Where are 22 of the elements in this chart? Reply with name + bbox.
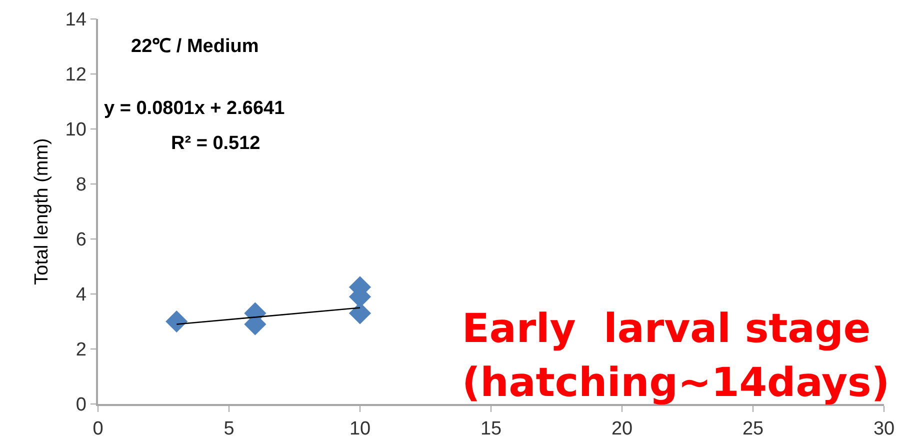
y-tick-label: 10	[65, 120, 86, 141]
y-tick-label: 4	[76, 284, 87, 306]
y-tick-label: 6	[76, 230, 86, 251]
annotation: R² = 0.512	[171, 133, 260, 154]
y-tick-label: 2	[76, 340, 86, 361]
x-tick-label: 25	[742, 418, 764, 440]
annotation: 22℃ / Medium	[131, 36, 259, 57]
y-axis-title: Total length (mm)	[32, 138, 53, 285]
annotation: y = 0.0801x + 2.6641	[104, 98, 286, 119]
annotation: Early larval stage	[462, 306, 870, 352]
y-tick-label: 0	[76, 394, 86, 416]
y-tick-label: 12	[65, 64, 86, 86]
y-tick-label: 8	[76, 174, 86, 196]
x-tick-label: 0	[92, 418, 104, 440]
x-tick-label: 15	[480, 418, 502, 440]
y-tick-label: 14	[65, 10, 87, 31]
point	[166, 310, 188, 333]
x-tick-label: 20	[611, 418, 633, 440]
x-tick-label: 30	[873, 418, 895, 440]
annotation: (hatching~14days)	[462, 360, 890, 406]
x-tick-label: 5	[224, 418, 234, 440]
x-tick-label: 10	[349, 418, 371, 440]
